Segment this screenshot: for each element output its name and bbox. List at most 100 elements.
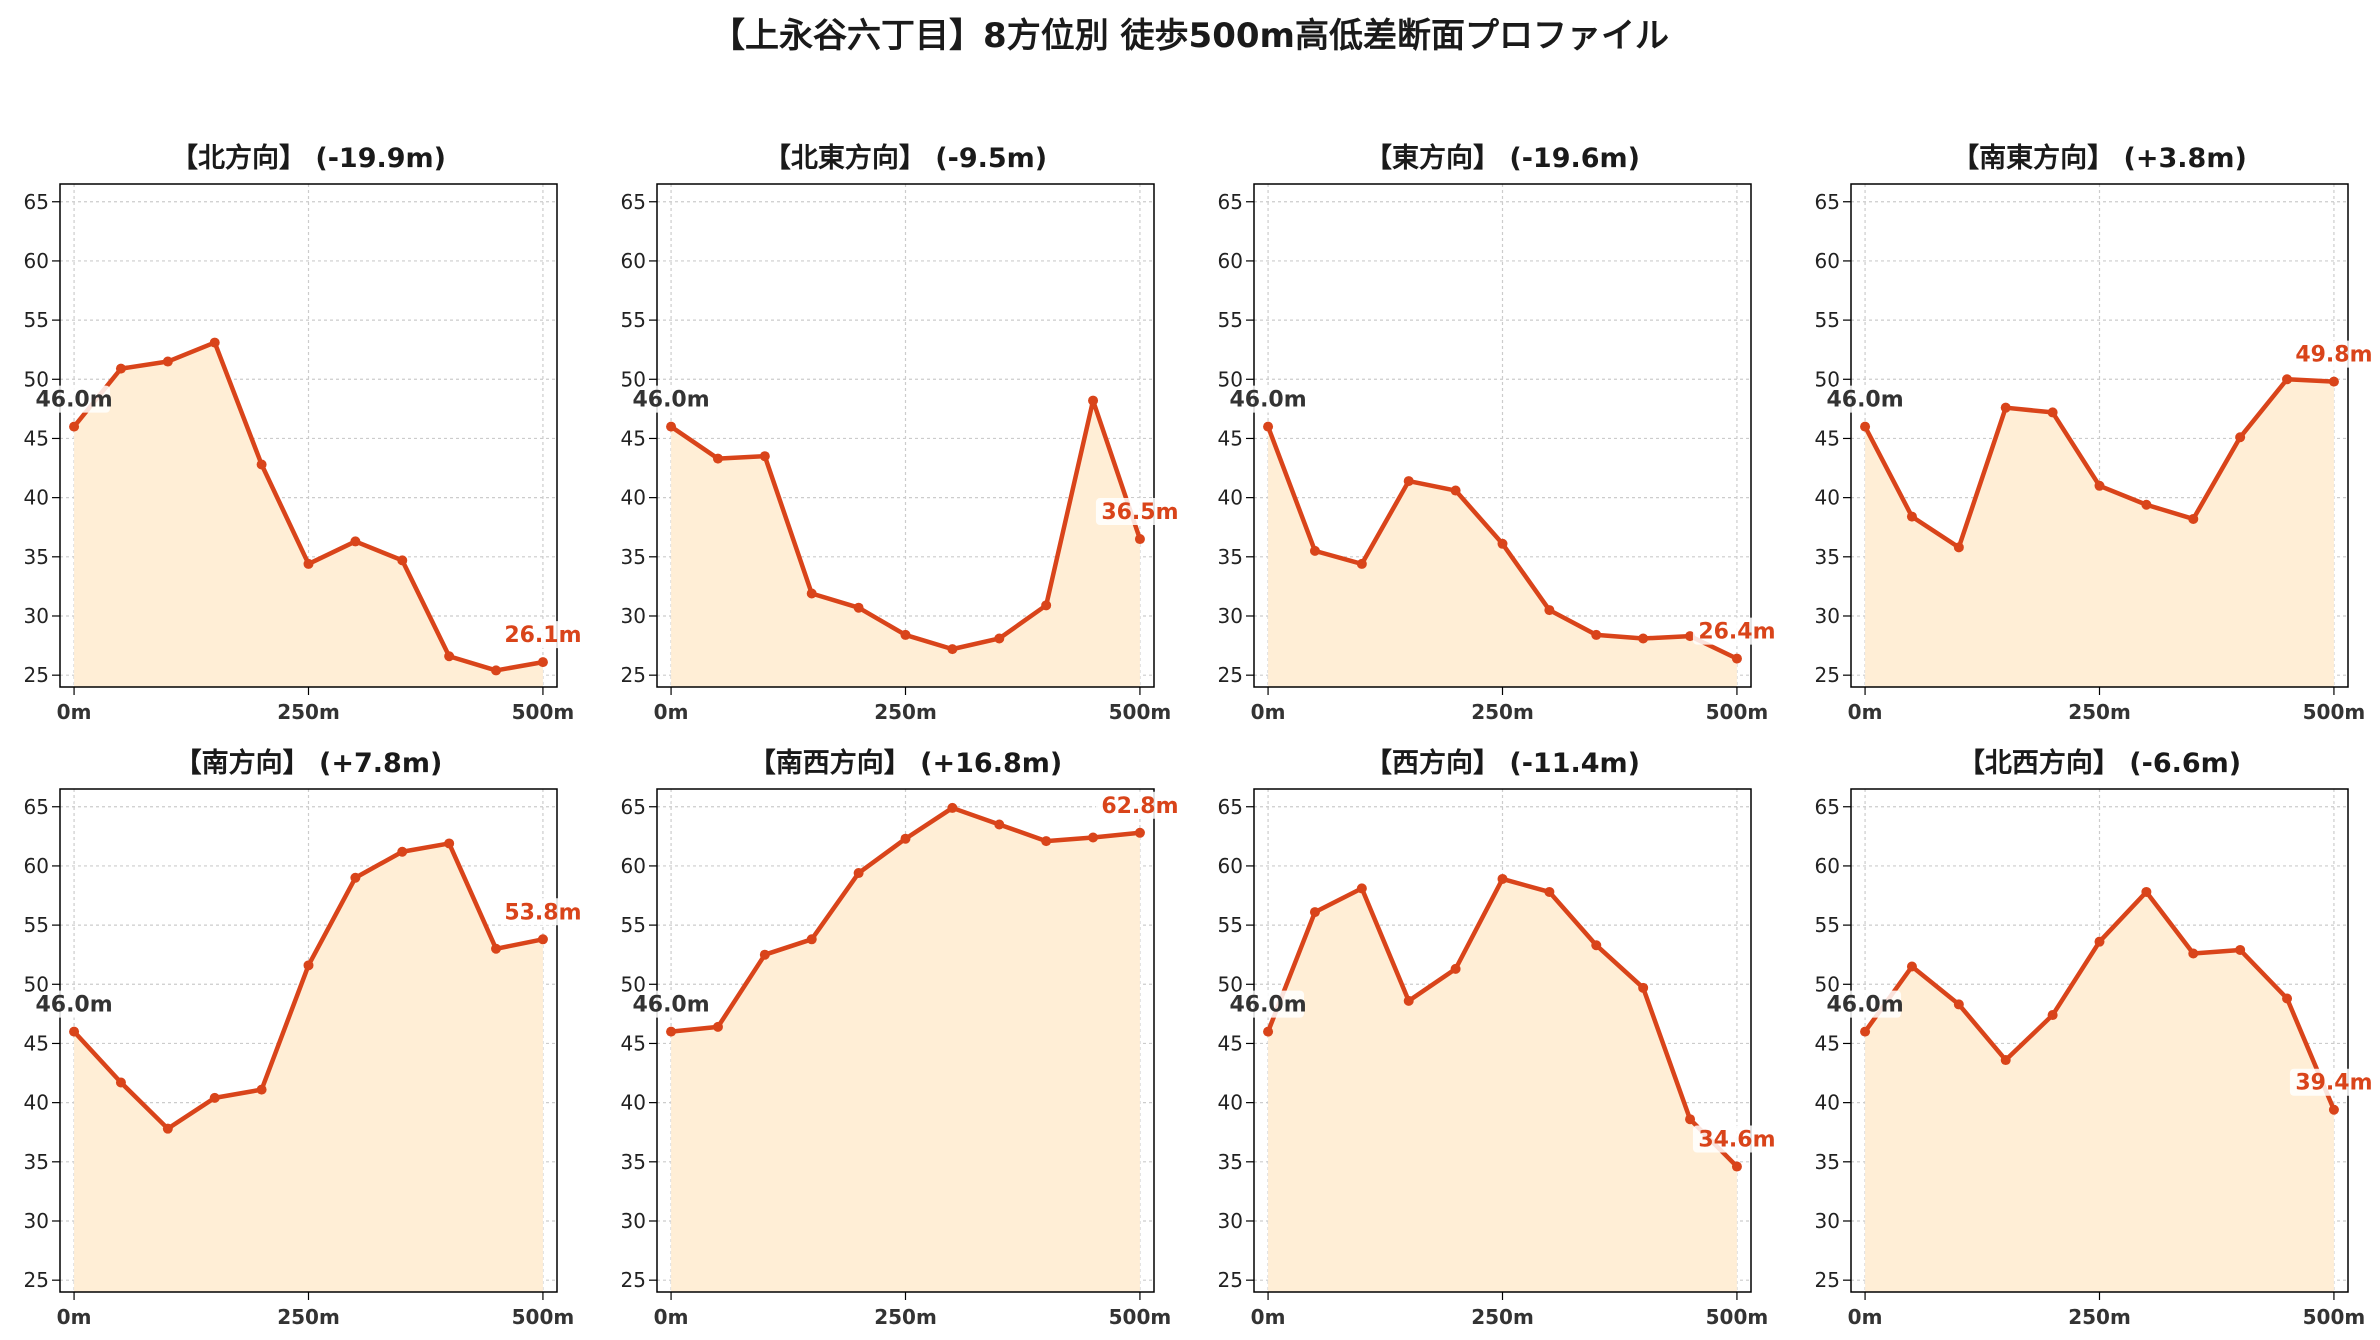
data-point	[1591, 629, 1602, 640]
x-tick-label: 0m	[57, 1305, 92, 1329]
y-tick-label: 25	[1815, 1268, 1840, 1292]
data-point	[1731, 653, 1742, 664]
data-point	[537, 934, 548, 945]
y-tick-label: 60	[621, 854, 646, 878]
y-tick-label: 60	[1218, 854, 1243, 878]
data-point	[2328, 376, 2339, 387]
y-tick-label: 60	[1815, 249, 1840, 273]
data-point	[1134, 534, 1145, 545]
y-tick-label: 65	[1815, 795, 1840, 819]
data-point	[994, 633, 1005, 644]
data-point	[1041, 600, 1052, 611]
start-label-bg	[639, 990, 708, 1018]
data-point	[853, 602, 864, 613]
data-point	[1544, 605, 1555, 616]
data-point	[1041, 836, 1052, 847]
y-tick-label: 30	[621, 1209, 646, 1233]
data-point	[2000, 402, 2011, 413]
start-label: 46.0m	[1826, 993, 1903, 1018]
data-point	[853, 868, 864, 879]
y-tick-label: 25	[24, 663, 49, 687]
data-point	[397, 846, 408, 857]
data-point	[712, 1021, 723, 1032]
data-point	[1638, 633, 1649, 644]
y-tick-label: 60	[24, 249, 49, 273]
data-point	[994, 819, 1005, 830]
data-point	[2235, 944, 2246, 955]
data-point	[2328, 1104, 2339, 1115]
data-point	[2094, 936, 2105, 947]
x-tick-label: 500m	[1109, 700, 1172, 724]
end-label-bg	[1692, 1125, 1779, 1153]
start-label: 46.0m	[1229, 388, 1306, 413]
end-label-bg	[2289, 340, 2376, 368]
y-tick-label: 60	[24, 854, 49, 878]
elevation-area	[74, 843, 543, 1292]
panel-title: 【北方向】 (-19.9m)	[171, 142, 446, 174]
start-label-bg	[42, 385, 111, 413]
data-point	[666, 1026, 677, 1037]
panel-title: 【南方向】 (+7.8m)	[175, 747, 443, 779]
y-tick-label: 45	[621, 1031, 646, 1055]
data-point	[209, 337, 220, 348]
y-tick-label: 60	[1815, 854, 1840, 878]
y-tick-label: 45	[1815, 426, 1840, 450]
data-point	[1450, 963, 1461, 974]
y-tick-label: 30	[1815, 604, 1840, 628]
y-tick-label: 55	[621, 913, 646, 937]
end-label: 36.5m	[1101, 500, 1178, 525]
data-point	[303, 960, 314, 971]
data-point	[1953, 542, 1964, 553]
data-point	[2047, 407, 2058, 418]
y-tick-label: 65	[621, 190, 646, 214]
end-label: 62.8m	[1101, 794, 1178, 819]
panel-title: 【北東方向】 (-9.5m)	[764, 142, 1047, 174]
data-point	[537, 657, 548, 668]
end-label: 53.8m	[504, 900, 581, 925]
data-point	[2282, 374, 2293, 385]
x-tick-label: 0m	[654, 1305, 689, 1329]
data-point	[2141, 499, 2152, 510]
start-label: 46.0m	[1826, 388, 1903, 413]
y-tick-label: 65	[1815, 190, 1840, 214]
start-label: 46.0m	[35, 993, 112, 1018]
start-label-bg	[42, 990, 111, 1018]
y-tick-label: 30	[24, 1209, 49, 1233]
elevation-area	[1268, 878, 1737, 1292]
start-label: 46.0m	[632, 388, 709, 413]
y-tick-label: 25	[621, 1268, 646, 1292]
end-label-bg	[2289, 1068, 2376, 1096]
data-point	[350, 536, 361, 547]
y-tick-label: 55	[1815, 308, 1840, 332]
data-point	[115, 1077, 126, 1088]
x-tick-label: 0m	[1848, 700, 1883, 724]
y-tick-label: 45	[1218, 1031, 1243, 1055]
y-tick-label: 65	[24, 190, 49, 214]
y-tick-label: 65	[1218, 795, 1243, 819]
data-point	[491, 943, 502, 954]
data-point	[1860, 1026, 1871, 1037]
x-tick-label: 0m	[1251, 1305, 1286, 1329]
x-tick-label: 500m	[2303, 700, 2366, 724]
y-tick-label: 55	[621, 308, 646, 332]
y-tick-label: 35	[1218, 545, 1243, 569]
data-point	[947, 802, 958, 813]
data-point	[1356, 883, 1367, 894]
data-point	[1953, 999, 1964, 1010]
y-tick-label: 25	[621, 663, 646, 687]
end-label-bg	[498, 621, 585, 649]
y-tick-label: 65	[1218, 190, 1243, 214]
x-tick-label: 0m	[1848, 1305, 1883, 1329]
data-point	[2282, 993, 2293, 1004]
y-tick-label: 25	[1218, 1268, 1243, 1292]
end-label: 39.4m	[2295, 1071, 2372, 1096]
data-point	[256, 1084, 267, 1095]
data-point	[2047, 1010, 2058, 1021]
data-point	[1497, 873, 1508, 884]
end-label-bg	[1095, 498, 1182, 526]
